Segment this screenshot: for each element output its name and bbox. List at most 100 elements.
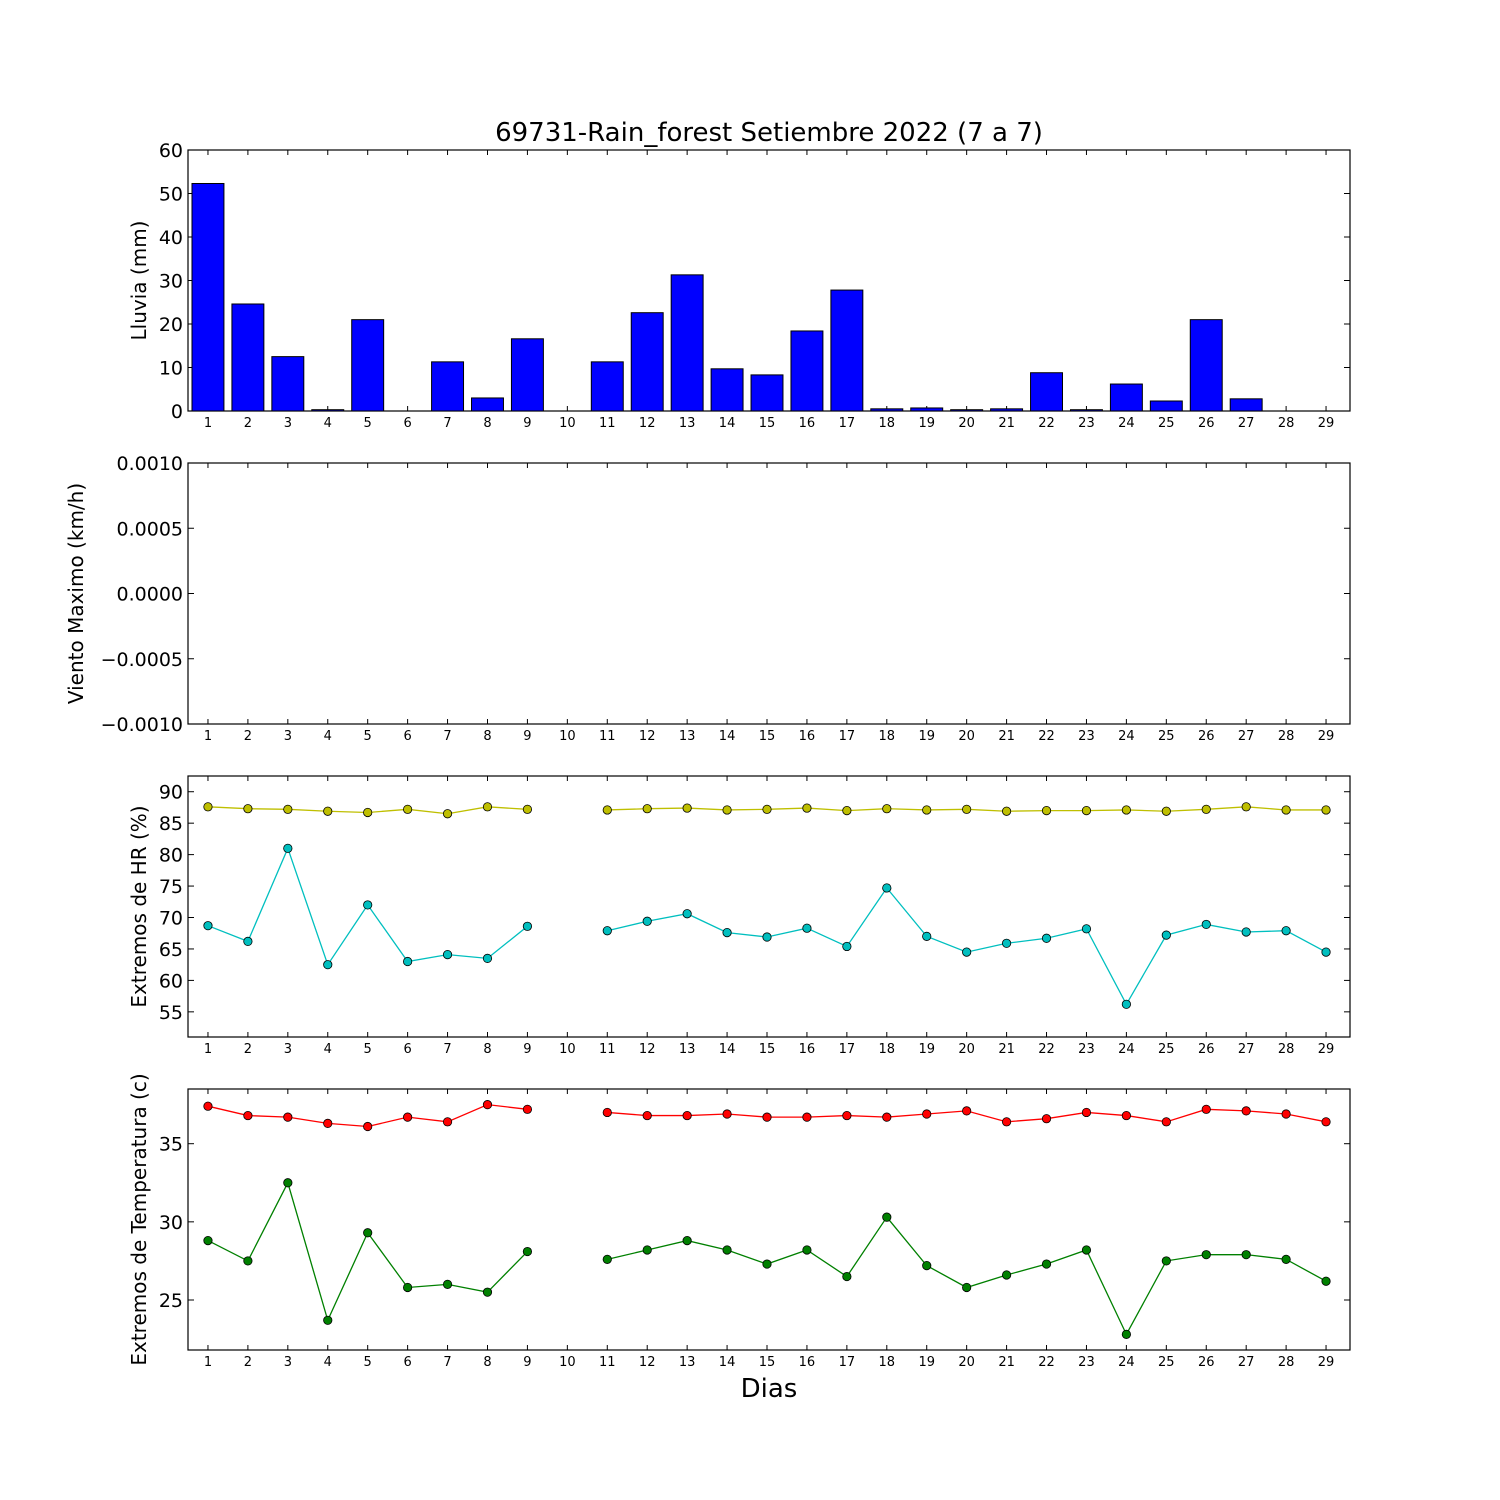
x-tick-label: 12 <box>639 1355 656 1370</box>
series-1-point <box>842 805 852 816</box>
y-tick-label: 55 <box>159 1002 183 1024</box>
series-2-line <box>607 1216 1327 1336</box>
x-tick-label: 1 <box>204 1042 212 1057</box>
series-2-point <box>882 883 892 893</box>
bar-day-11 <box>590 361 624 412</box>
y-tick-label: 70 <box>159 908 183 930</box>
bar-day-9 <box>510 338 544 412</box>
bar-day-2 <box>231 303 265 412</box>
x-tick-label: 2 <box>244 729 252 744</box>
series-1-point <box>1081 1107 1092 1118</box>
series-2-point <box>642 916 652 926</box>
series-1-point <box>602 805 612 815</box>
y-tick-label: 30 <box>159 271 183 293</box>
series-2-point <box>1281 926 1291 936</box>
series-1-point <box>1161 806 1171 816</box>
series-2-point <box>842 1271 852 1282</box>
series-1-point <box>1041 1114 1052 1124</box>
series-1-point <box>522 1104 533 1114</box>
series-2-point <box>323 960 333 970</box>
x-tick-label: 19 <box>918 1042 935 1057</box>
series-2-point <box>363 1228 373 1238</box>
x-tick-label: 17 <box>839 416 856 431</box>
x-tick-label: 7 <box>443 416 451 431</box>
x-tick-label: 5 <box>364 1355 372 1370</box>
x-tick-label: 20 <box>958 1355 975 1370</box>
series-1-point <box>1161 1117 1171 1127</box>
bar-day-12 <box>630 312 664 412</box>
x-tick-label: 16 <box>799 416 816 431</box>
x-tick-label: 24 <box>1118 729 1135 744</box>
bar-day-24 <box>1109 383 1143 412</box>
x-tick-label: 27 <box>1238 416 1255 431</box>
x-tick-label: 21 <box>998 1355 1015 1370</box>
series-1-point <box>1121 805 1131 815</box>
bar-day-14 <box>710 368 744 412</box>
y-axis-label: Extremos de Temperatura (c) <box>127 1073 151 1365</box>
x-tick-label: 23 <box>1078 729 1095 744</box>
series-1-point <box>522 804 533 814</box>
series-1-point <box>802 1112 812 1122</box>
x-tick-label: 15 <box>759 416 776 431</box>
y-tick-label: 60 <box>159 140 183 162</box>
bar-day-26 <box>1189 319 1223 412</box>
series-2-point <box>962 1282 972 1293</box>
bar-day-4 <box>311 409 345 412</box>
x-tick-label: 9 <box>523 729 531 744</box>
x-tick-label: 21 <box>998 1042 1015 1057</box>
series-1-point <box>762 1112 772 1122</box>
x-tick-label: 27 <box>1238 729 1255 744</box>
series-2-point <box>922 931 932 941</box>
y-tick-label: 85 <box>159 813 183 835</box>
x-tick-label: 23 <box>1078 416 1095 431</box>
x-tick-label: 28 <box>1278 416 1295 431</box>
series-2-point <box>1041 1259 1052 1269</box>
x-tick-label: 8 <box>483 1355 491 1370</box>
bar-day-27 <box>1229 398 1263 412</box>
series-2-point <box>802 923 812 933</box>
x-tick-label: 1 <box>204 729 212 744</box>
x-tick-label: 26 <box>1198 1042 1215 1057</box>
bar-day-21 <box>990 408 1024 412</box>
x-tick-label: 6 <box>403 729 411 744</box>
series-1-point <box>762 804 772 814</box>
x-tick-label: 25 <box>1158 729 1175 744</box>
x-tick-label: 20 <box>958 729 975 744</box>
series-1-point <box>1321 805 1331 815</box>
y-tick-label: 0.0005 <box>117 518 183 540</box>
x-tick-label: 27 <box>1238 1355 1255 1370</box>
series-2-point <box>1241 1250 1251 1260</box>
series-2-line <box>607 886 1327 1006</box>
x-tick-label: 26 <box>1198 416 1215 431</box>
x-tick-label: 26 <box>1198 1355 1215 1370</box>
x-tick-label: 27 <box>1238 1042 1255 1057</box>
x-tick-label: 8 <box>483 729 491 744</box>
series-1-point <box>802 803 812 813</box>
bar-day-13 <box>670 274 704 412</box>
x-tick-label: 3 <box>284 416 292 431</box>
series-1-point <box>283 1112 293 1122</box>
x-tick-label: 7 <box>443 1355 451 1370</box>
plot-frame <box>187 462 1351 725</box>
x-tick-label: 13 <box>679 1042 696 1057</box>
x-tick-label: 18 <box>879 729 896 744</box>
x-tick-label: 9 <box>523 1042 531 1057</box>
series-2-point <box>522 921 533 931</box>
bar-day-23 <box>1069 409 1103 412</box>
series-1-point <box>243 1110 253 1121</box>
series-2-point <box>283 843 293 853</box>
y-tick-label: −0.0010 <box>101 714 183 736</box>
series-2-point <box>442 950 453 960</box>
x-tick-label: 25 <box>1158 416 1175 431</box>
series-1-point <box>642 804 652 814</box>
series-2-point <box>1321 947 1331 957</box>
bar-day-1 <box>191 182 225 412</box>
x-tick-label: 13 <box>679 416 696 431</box>
bar-day-25 <box>1149 400 1183 412</box>
x-tick-label: 28 <box>1278 1355 1295 1370</box>
y-tick-label: 40 <box>159 227 183 249</box>
